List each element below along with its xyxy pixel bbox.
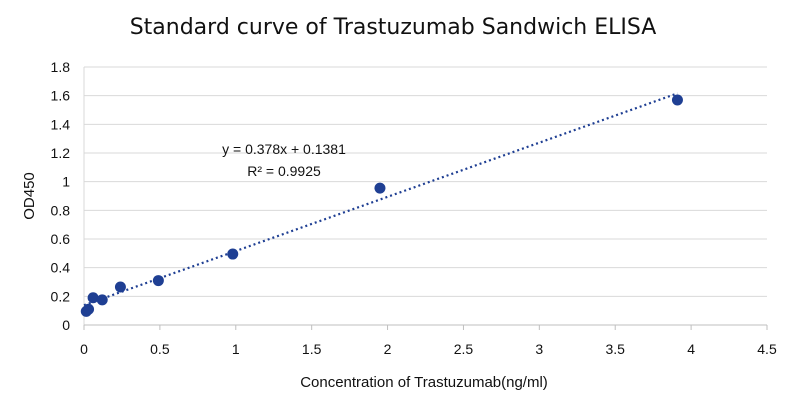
data-point [671, 94, 683, 106]
y-tick-label: 0.8 [51, 202, 71, 218]
x-tick-labels: 0 0.5 1 1.5 2 2.5 3 3.5 4 4.5 [80, 341, 777, 357]
y-tick-label: 1.8 [51, 59, 71, 75]
y-tick-label: 1.2 [51, 145, 71, 161]
x-tick-label: 0.5 [150, 341, 170, 357]
x-tick-label: 2.5 [454, 341, 474, 357]
y-tick-label: 1.4 [51, 116, 71, 132]
y-tick-label: 1.6 [51, 88, 71, 104]
r-squared-label: R² = 0.9925 [247, 163, 321, 179]
data-point [227, 248, 239, 260]
axes [83, 67, 768, 330]
x-tick-label: 0 [80, 341, 88, 357]
y-axis-label: OD450 [21, 172, 38, 220]
data-point [83, 303, 95, 315]
x-tick-label: 4.5 [757, 341, 777, 357]
data-point [152, 275, 164, 287]
x-tick-label: 3 [535, 341, 543, 357]
data-points [80, 94, 683, 317]
trendline-group [83, 92, 678, 307]
data-point [374, 182, 386, 194]
chart-title: Standard curve of Trastuzumab Sandwich E… [130, 15, 657, 40]
data-point [114, 281, 126, 293]
y-tick-label: 0 [62, 317, 70, 333]
y-tick-label: 1 [62, 174, 70, 190]
linear-trendline [83, 92, 678, 307]
data-point [87, 292, 99, 304]
gridlines [84, 66, 767, 297]
x-tick-label: 1 [232, 341, 240, 357]
y-tick-label: 0.6 [51, 231, 71, 247]
x-tick-label: 1.5 [302, 341, 322, 357]
y-tick-label: 0.4 [51, 260, 71, 276]
trendline-equation: y = 0.378x + 0.1381 [222, 141, 346, 157]
x-tick-label: 3.5 [605, 341, 625, 357]
y-tick-label: 0.2 [51, 288, 71, 304]
y-tick-labels: 0 0.2 0.4 0.6 0.8 1 1.2 1.4 1.6 1.8 [51, 59, 71, 333]
x-tick-label: 2 [384, 341, 392, 357]
x-axis-label: Concentration of Trastuzumab(ng/ml) [300, 374, 548, 391]
x-tick-label: 4 [687, 341, 695, 357]
data-point [96, 294, 108, 306]
